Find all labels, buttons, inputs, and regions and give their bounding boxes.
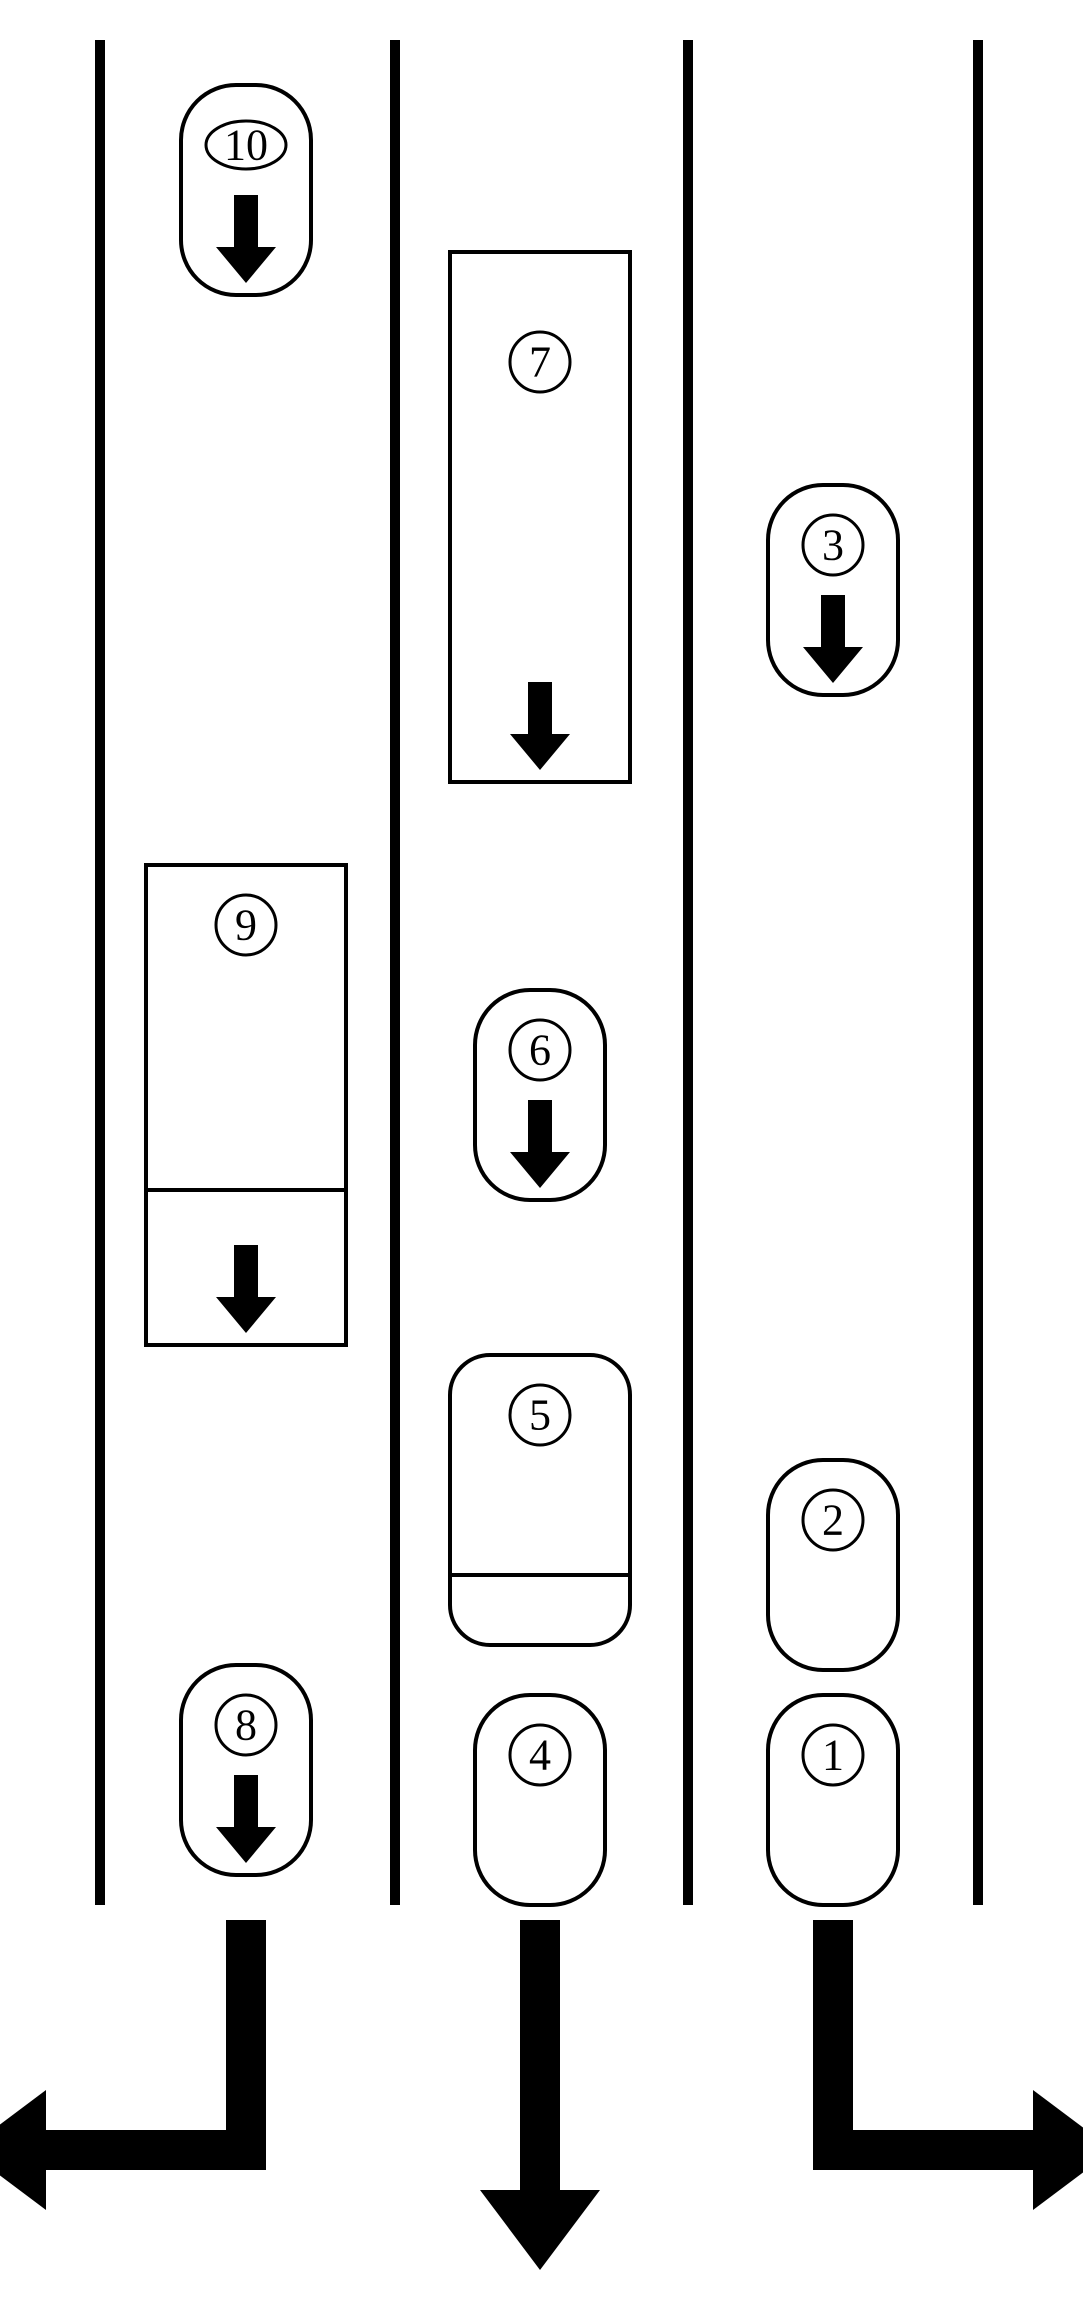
vehicle-arrow-10 [216, 195, 276, 283]
vehicle-label-5: 5 [529, 1391, 551, 1440]
vehicle-6: 6 [475, 990, 605, 1200]
traffic-lane-diagram: 1 2 3 4 5 6 7 8 9 10 [0, 0, 1083, 2303]
vehicle-label-3: 3 [822, 521, 844, 570]
vehicle-arrow-6 [510, 1100, 570, 1188]
direction-arrow-right [813, 1920, 1083, 2210]
vehicle-arrow-9 [216, 1245, 276, 1333]
vehicle-4: 4 [475, 1695, 605, 1905]
vehicle-3: 3 [768, 485, 898, 695]
vehicle-label-7: 7 [529, 338, 551, 387]
direction-arrow-straight [480, 1920, 600, 2270]
vehicle-label-9: 9 [235, 901, 257, 950]
vehicle-10: 10 [181, 85, 311, 295]
vehicle-label-8: 8 [235, 1701, 257, 1750]
vehicle-9: 9 [146, 865, 346, 1345]
vehicle-label-4: 4 [529, 1731, 551, 1780]
vehicle-label-6: 6 [529, 1026, 551, 1075]
vehicle-arrow-7 [510, 682, 570, 770]
vehicle-label-10: 10 [224, 121, 268, 170]
vehicle-label-1: 1 [822, 1731, 844, 1780]
vehicle-5: 5 [450, 1355, 630, 1645]
vehicle-8: 8 [181, 1665, 311, 1875]
vehicle-2: 2 [768, 1460, 898, 1670]
vehicle-1: 1 [768, 1695, 898, 1905]
vehicle-label-2: 2 [822, 1496, 844, 1545]
vehicle-7: 7 [450, 252, 630, 782]
vehicle-arrow-3 [803, 595, 863, 683]
direction-arrow-left [0, 1920, 266, 2210]
vehicle-arrow-8 [216, 1775, 276, 1863]
